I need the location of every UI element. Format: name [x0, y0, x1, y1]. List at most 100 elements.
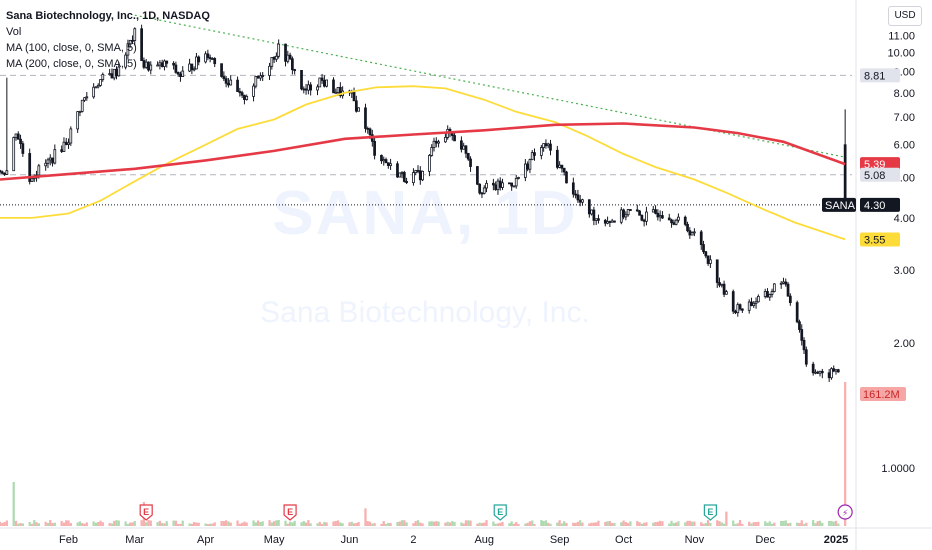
earnings-marker	[283, 504, 297, 521]
volume-bar	[725, 511, 728, 526]
volume-bar	[512, 523, 516, 526]
candle-body	[752, 302, 756, 306]
candle-body	[354, 100, 358, 112]
volume-bar	[421, 523, 424, 526]
volume-bar	[784, 520, 787, 526]
ma100-label-bg	[860, 232, 900, 247]
volume-bar	[786, 523, 790, 526]
volume-bar	[499, 522, 502, 526]
candle-body	[804, 349, 808, 365]
volume-bar	[576, 521, 580, 526]
volume-bar	[821, 522, 824, 526]
volume-bar	[469, 520, 472, 526]
indicator-volume[interactable]: Vol	[6, 26, 22, 38]
candle-body	[820, 370, 824, 374]
volume-bar	[606, 521, 609, 526]
x-tick-label: 2	[410, 534, 416, 546]
indicator-ma100[interactable]: MA (100, close, 0, SMA, 5)	[6, 42, 137, 54]
volume-bar	[558, 520, 561, 526]
candle-body	[613, 220, 616, 223]
candle-body	[597, 218, 600, 221]
volume-bar	[592, 522, 596, 526]
candle-body	[302, 88, 306, 91]
volume-bar	[812, 520, 815, 526]
volume-bar	[44, 521, 47, 526]
candle-body	[16, 133, 20, 140]
candle-body	[736, 304, 740, 314]
volume-bar	[30, 523, 34, 526]
chart-title[interactable]: Sana Biotechnology, Inc., 1D, NASDAQ	[6, 10, 210, 22]
volume-bar	[19, 523, 22, 526]
earnings-marker	[703, 504, 717, 521]
volume-bar	[117, 520, 120, 526]
candle-body	[275, 55, 278, 60]
candle-body	[843, 144, 847, 206]
volume-bar	[332, 521, 335, 526]
volume-bar	[316, 523, 319, 526]
volume-bar	[414, 521, 417, 526]
candle-body	[782, 281, 785, 284]
ma100-line	[0, 85, 846, 241]
volume-bar	[544, 520, 548, 526]
volume-bar	[67, 520, 70, 526]
candle-body	[270, 57, 274, 67]
indicator-ma200[interactable]: MA (200, close, 0, SMA, 5)	[6, 58, 137, 70]
candle-body	[592, 209, 596, 221]
candle-body	[384, 159, 388, 164]
hline-upper-label: 8.81	[864, 70, 885, 82]
volume-bar	[85, 522, 88, 526]
currency-button[interactable]: USD	[888, 6, 922, 26]
candle-body	[176, 72, 180, 75]
candle-body	[544, 143, 548, 147]
candle-body	[238, 91, 242, 94]
volume-bar	[325, 522, 328, 526]
volume-bar	[92, 521, 95, 526]
volume-bar	[526, 522, 529, 526]
candle-body	[272, 57, 276, 60]
volume-bar	[547, 522, 550, 526]
volume-bar	[110, 523, 114, 526]
volume-bar	[624, 522, 627, 526]
candle-body	[46, 159, 50, 164]
candle-body	[53, 149, 57, 164]
volume-bar	[462, 523, 465, 526]
volume-bar	[496, 523, 500, 526]
candle-body	[373, 141, 376, 156]
volume-bar	[133, 521, 136, 526]
ma100-label: 3.55	[864, 234, 885, 246]
candle-body	[94, 86, 98, 89]
candle-body	[286, 54, 290, 62]
candle-body	[402, 172, 406, 182]
candle-body	[779, 282, 783, 285]
candle-body	[386, 162, 390, 166]
candle-body	[688, 230, 692, 236]
candle-body	[795, 302, 799, 323]
candle-body	[482, 187, 486, 194]
volume-bar	[828, 520, 831, 526]
volume-bar	[720, 522, 723, 526]
volume-bar	[741, 523, 744, 526]
volume-bar	[396, 522, 399, 526]
volume-bar	[366, 521, 369, 526]
volume-bar	[261, 521, 264, 526]
lightning-label: ⚡	[842, 509, 848, 519]
volume-bar	[764, 521, 767, 526]
volume-bar	[227, 521, 230, 526]
volume-bar	[757, 521, 760, 526]
candle-body	[786, 283, 790, 297]
candle-body	[37, 165, 41, 176]
volume-bar	[382, 521, 385, 526]
candle-body	[606, 221, 609, 224]
volume-bar	[814, 523, 817, 526]
candle-body	[763, 291, 767, 297]
last-price-label-bg	[860, 197, 900, 212]
volume-bar	[172, 520, 175, 526]
ma200-line	[0, 122, 846, 181]
candle-body	[818, 370, 822, 374]
volume-bar	[531, 520, 534, 526]
volume-bar	[291, 522, 294, 526]
candle-body	[243, 94, 246, 100]
candle-body	[466, 152, 470, 160]
